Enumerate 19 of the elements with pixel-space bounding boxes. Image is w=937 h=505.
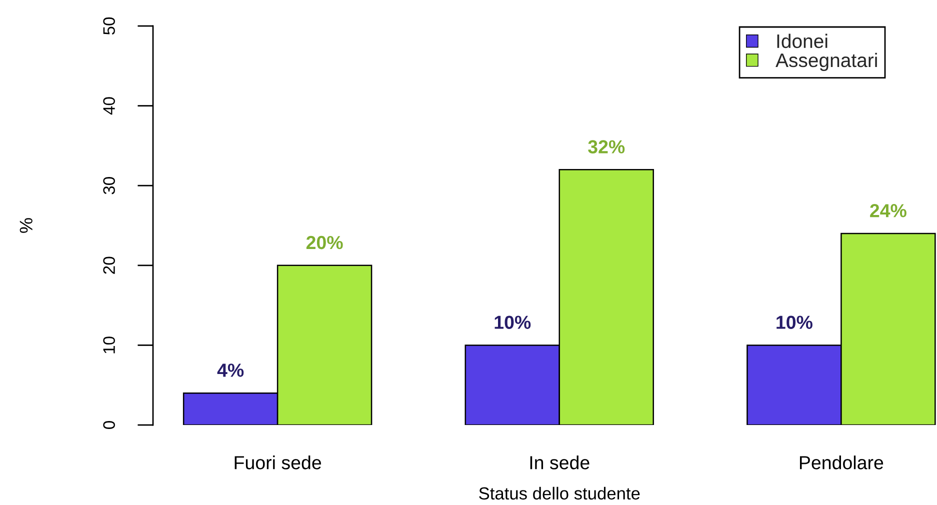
data-label: 24% xyxy=(870,204,906,218)
y-axis-title: % xyxy=(20,218,32,233)
data-label: 4% xyxy=(217,364,244,377)
legend-label: Idonei xyxy=(777,34,828,48)
y-tick-label: 30 xyxy=(103,176,115,194)
legend-label: Assegnatari xyxy=(776,52,877,72)
y-tick-label: 0 xyxy=(103,421,115,429)
x-axis-title: Status dello studente xyxy=(479,486,640,500)
x-tick-label: Pendolare xyxy=(800,456,884,470)
data-label: 10% xyxy=(776,316,812,329)
data-label: 10% xyxy=(494,316,531,329)
y-tick-label: 50 xyxy=(103,17,115,35)
x-tick-label: Fuori sede xyxy=(234,456,322,470)
data-label: 20% xyxy=(306,236,343,250)
y-tick-label: 20 xyxy=(103,256,115,274)
y-tick-label: 10 xyxy=(103,336,115,354)
y-tick-label: 40 xyxy=(103,97,115,115)
x-tick-label: In sede xyxy=(530,456,590,470)
data-label: 32% xyxy=(588,140,625,154)
